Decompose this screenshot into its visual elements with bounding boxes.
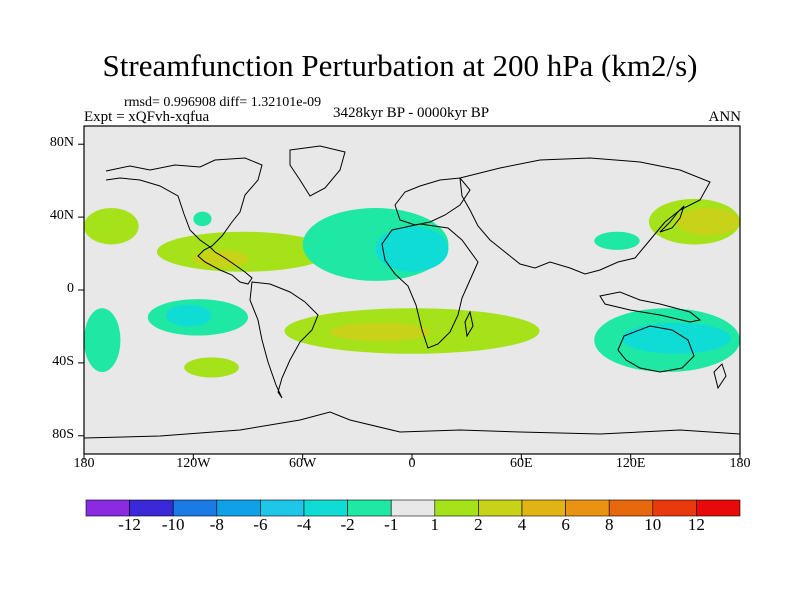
colorbar-swatch: [390, 499, 436, 517]
axis-ticks: [78, 143, 741, 460]
x-tick-label: 120W: [176, 456, 211, 471]
coastline-greenland: [289, 145, 346, 197]
coastline-europe: [394, 177, 471, 226]
stats-text: rmsd= 0.996908 diff= 1.32101e-09: [124, 95, 322, 110]
colorbar-label: 8: [604, 515, 614, 534]
colorbar-label: 4: [517, 515, 527, 534]
colorbar-label: -6: [253, 515, 268, 534]
colorbar-swatch: [260, 499, 305, 517]
season-label: ANN: [708, 109, 742, 125]
coastline-south-america: [249, 281, 319, 399]
coastline-africa: [381, 223, 479, 349]
map-background: [84, 126, 740, 454]
colorbar-swatch: [347, 499, 392, 517]
coastline-antarctica: [84, 411, 740, 439]
anomaly-field: [84, 198, 740, 378]
colorbar-swatch: [521, 499, 566, 517]
colorbar-swatch: [172, 499, 218, 517]
colorbar-swatch: [565, 499, 610, 517]
anomaly-region-14: [594, 231, 640, 250]
coastline-asia: [459, 157, 711, 275]
x-tick-label: 60E: [510, 456, 533, 471]
x-tick-label: 60W: [289, 456, 317, 471]
colorbar-swatch: [216, 499, 261, 517]
anomaly-region-11: [330, 322, 431, 342]
y-tick-label: 80S: [52, 426, 74, 442]
colorbar-swatch: [85, 499, 130, 517]
experiment-label: Expt = xQFvh-xqfua: [84, 109, 210, 125]
anomaly-region-9: [184, 357, 239, 378]
coastline-north-america: [105, 157, 263, 285]
y-tick-label: 80N: [49, 135, 74, 151]
colorbar-label: -10: [161, 515, 185, 534]
colorbar-swatch: [652, 499, 697, 517]
anomaly-region-5: [375, 226, 449, 272]
colorbar-swatch: [608, 499, 654, 517]
colorbar-swatch: [696, 499, 741, 517]
colorbar-label: 12: [687, 515, 705, 534]
colorbar-label: -4: [296, 515, 312, 534]
x-tick-label: 120E: [615, 456, 646, 471]
coastline-japan: [659, 205, 685, 233]
colorbar: [85, 499, 741, 517]
anomaly-region-13: [621, 322, 731, 354]
coastlines: [84, 145, 740, 439]
coastline-new-zealand: [713, 363, 727, 390]
colorbar-label: 10: [644, 515, 662, 534]
colorbar-label: -12: [118, 515, 141, 534]
anomaly-region-16: [676, 208, 740, 236]
colorbar-swatch: [478, 499, 523, 517]
coastline-madagascar: [464, 310, 474, 338]
period-label: 3428kyr BP - 0000kyr BP: [332, 105, 490, 121]
anomaly-region-3: [193, 211, 212, 227]
colorbar-label: 6: [561, 515, 570, 534]
colorbar-label: -8: [209, 515, 224, 534]
x-tick-label: 180: [73, 456, 95, 471]
chart-title: Streamfunction Perturbation at 200 hPa (…: [102, 48, 698, 83]
colorbar-swatch: [303, 499, 348, 517]
y-tick-label: 40S: [52, 353, 74, 369]
y-tick-label: 40N: [49, 208, 74, 224]
colorbar-label: -2: [340, 515, 355, 534]
coastline-australia: [617, 325, 695, 373]
x-tick-label: 0: [408, 456, 416, 471]
colorbar-label: 2: [474, 515, 483, 534]
anomaly-region-8: [84, 308, 121, 372]
anomaly-region-0: [84, 208, 139, 245]
colorbar-label: 1: [430, 515, 440, 534]
colorbar-swatch: [434, 499, 479, 517]
coastline-maritime: [599, 291, 702, 323]
colorbar-label: -1: [384, 515, 399, 534]
colorbar-swatch: [129, 499, 174, 517]
anomaly-region-7: [166, 304, 212, 327]
x-tick-label: 180: [729, 456, 751, 471]
y-tick-label: 0: [67, 281, 74, 296]
